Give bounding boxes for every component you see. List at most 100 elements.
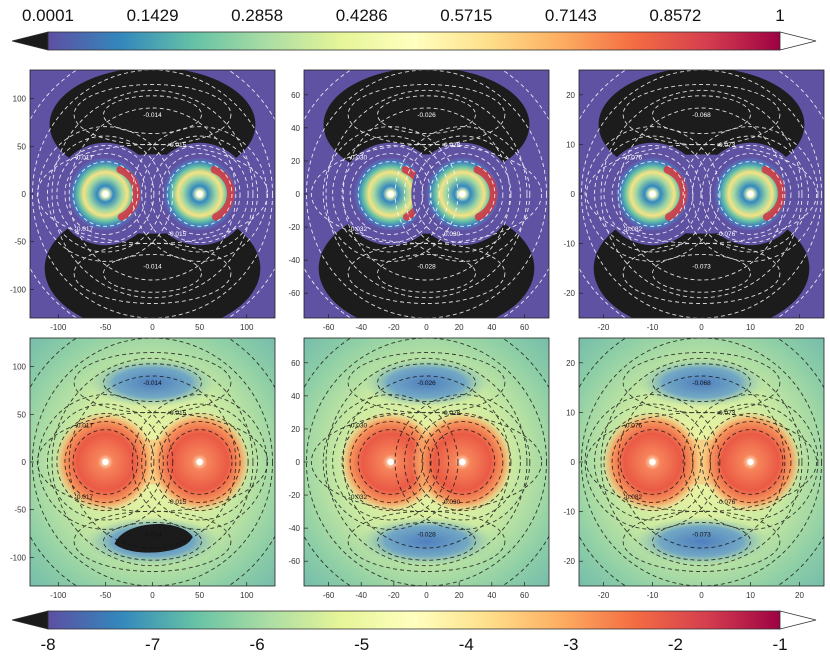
x-tick-label: -100 [50,323,67,332]
panel-plot-area: -0.026 -0.028 -0.030 -0.032 -0.030 -0.028 [304,70,549,318]
colorbar-top-tick: 1 [775,6,785,25]
x-tick-label: -20 [388,591,400,600]
contour-vortex [150,413,249,511]
x-tick-label: -20 [388,323,400,332]
low-density-lobe-upper [362,357,491,408]
y-tick-label: -50 [14,238,26,247]
y-tick-label: 60 [291,91,300,100]
panel-plot-area: -0.014 -0.015 -0.017 -0.017 -0.015 -0.014 [30,338,275,586]
y-tick-label: -100 [10,553,27,562]
contour-label: -0.073 [692,531,711,538]
contour-label: -0.030 [349,154,368,161]
x-tick-label: -60 [323,591,335,600]
panel-2: -0.026-0.028-0.030-0.032-0.030-0.028-60-… [288,69,550,332]
x-tick-label: 40 [487,591,496,600]
contour-outer [600,89,803,299]
contour-vortex [64,153,147,235]
x-tick-label: -20 [598,323,610,332]
y-tick-label: -20 [288,223,300,232]
contour-vortex [404,135,521,253]
colorbar-bottom [11,610,817,630]
colorbar-top-tick: 0.5715 [440,6,493,25]
contour-label: -0.032 [349,226,368,233]
y-tick-label: 0 [296,190,301,199]
contour-vortex [394,126,531,262]
contour-vortex [131,394,268,530]
vortex-center [459,458,466,466]
y-tick-label: -20 [563,289,575,298]
x-tick-label: -100 [50,591,67,600]
vortex-center [747,191,754,197]
y-tick-label: 100 [13,363,27,372]
contour-outer [617,375,786,549]
x-tick-label: 100 [240,591,254,600]
contour-outer [51,357,254,567]
colorbar-bottom-tick: -3 [563,635,579,654]
contour-outer [342,375,511,549]
contour-bridge [36,143,269,245]
contour-lobe-upper [347,352,506,414]
colorbar-top-tick: 0.4286 [335,6,388,25]
colorbar-bottom-tick: -7 [145,635,161,654]
contour-label: -0.015 [168,231,187,238]
contour-vortex [72,161,139,227]
contour-label: -0.076 [624,154,643,161]
colorbar-bottom-tick: -8 [40,635,56,654]
colorbar-top-gradient [47,31,781,51]
contour-vortex [322,394,459,530]
y-tick-label: -60 [288,557,300,566]
contour-vortex [341,413,440,511]
x-tick-label: 60 [520,323,529,332]
y-tick-label: 0 [571,458,576,467]
vortex-center [102,191,109,197]
contour-vortex [56,145,155,243]
x-tick-label: -10 [647,323,659,332]
contour-vortex [332,135,449,253]
contour-label: -0.076 [717,231,736,238]
x-tick-label: 10 [746,323,755,332]
contour-vortex [421,153,504,235]
contour-label: -0.017 [75,226,94,233]
y-tick-label: -10 [563,508,575,517]
y-tick-label: -40 [288,256,300,265]
contour-label: -0.014 [143,112,162,119]
vortex-spiral-arm [761,165,786,221]
contour-lobe-lower [103,254,202,293]
contour-vortex [429,429,496,495]
x-tick-label: 50 [195,323,204,332]
colorbar-bottom-tick: -1 [772,635,788,654]
panel-5: -0.026-0.028-0.030-0.032-0.030-0.028-60-… [288,337,550,600]
x-tick-label: -20 [598,591,610,600]
contour-outer [617,107,786,281]
contour-vortex [682,394,819,530]
y-tick-label: 0 [22,190,27,199]
contour-label: -0.032 [349,494,368,501]
contour-outer [342,107,511,281]
contour-vortex [166,161,233,227]
contour-label: -0.068 [692,380,711,387]
contour-label: -0.015 [168,499,187,506]
contour-vortex [332,403,449,521]
vortex-center [102,458,109,466]
vortex-center [649,191,656,197]
contour-vortex [46,403,164,521]
y-tick-label: 0 [296,458,301,467]
x-tick-label: 20 [795,591,804,600]
vortex-center [196,191,203,197]
x-tick-label: 20 [455,591,464,600]
contour-vortex [421,421,504,503]
x-tick-label: -10 [647,591,659,600]
contour-label: -0.028 [442,142,461,149]
panel-3: -0.068-0.073-0.076-0.082-0.076-0.073-20-… [563,69,825,332]
contour-vortex [72,429,139,495]
low-density-lobe-lower [632,516,771,567]
contour-label: -0.028 [417,263,436,270]
colorbar-top-tick: 0.1429 [126,6,179,25]
vortex-center [196,458,203,466]
colorbar-top-over-arrow [779,31,817,51]
colorbar-bottom-under-arrow [11,610,49,630]
contour-vortex [619,429,686,495]
contour-lobe-upper [377,363,476,402]
contour-vortex [619,161,686,227]
contour-label: -0.030 [442,499,461,506]
